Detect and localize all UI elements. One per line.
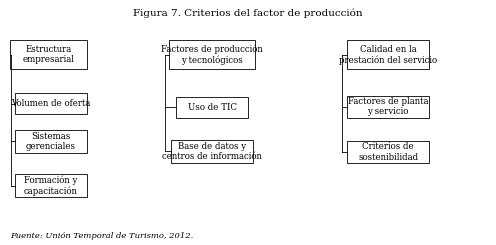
FancyBboxPatch shape [347,141,429,163]
Text: Estructura
empresarial: Estructura empresarial [22,45,74,64]
FancyBboxPatch shape [347,96,429,118]
FancyBboxPatch shape [15,174,87,197]
Text: Fuente: Unión Temporal de Turismo, 2012.: Fuente: Unión Temporal de Turismo, 2012. [10,232,193,240]
Text: Factores de producción
y tecnológicos: Factores de producción y tecnológicos [161,44,263,65]
Text: Base de datos y
centros de información: Base de datos y centros de información [162,142,262,161]
FancyBboxPatch shape [169,40,255,69]
FancyBboxPatch shape [15,130,87,153]
Text: Criterios de
sostenibilidad: Criterios de sostenibilidad [358,142,418,162]
Text: Volumen de oferta: Volumen de oferta [11,99,91,108]
FancyBboxPatch shape [171,140,253,163]
Text: Figura 7. Criterios del factor de producción: Figura 7. Criterios del factor de produc… [133,9,363,18]
Text: Calidad en la
prestación del servicio: Calidad en la prestación del servicio [339,45,437,64]
FancyBboxPatch shape [347,40,429,69]
FancyBboxPatch shape [10,40,87,69]
FancyBboxPatch shape [176,97,248,118]
FancyBboxPatch shape [15,93,87,114]
Text: Uso de TIC: Uso de TIC [187,103,237,112]
Text: Factores de planta
y servicio: Factores de planta y servicio [348,97,429,116]
Text: Formación y
capacitación: Formación y capacitación [24,175,78,196]
Text: Sistemas
gerenciales: Sistemas gerenciales [26,132,76,151]
